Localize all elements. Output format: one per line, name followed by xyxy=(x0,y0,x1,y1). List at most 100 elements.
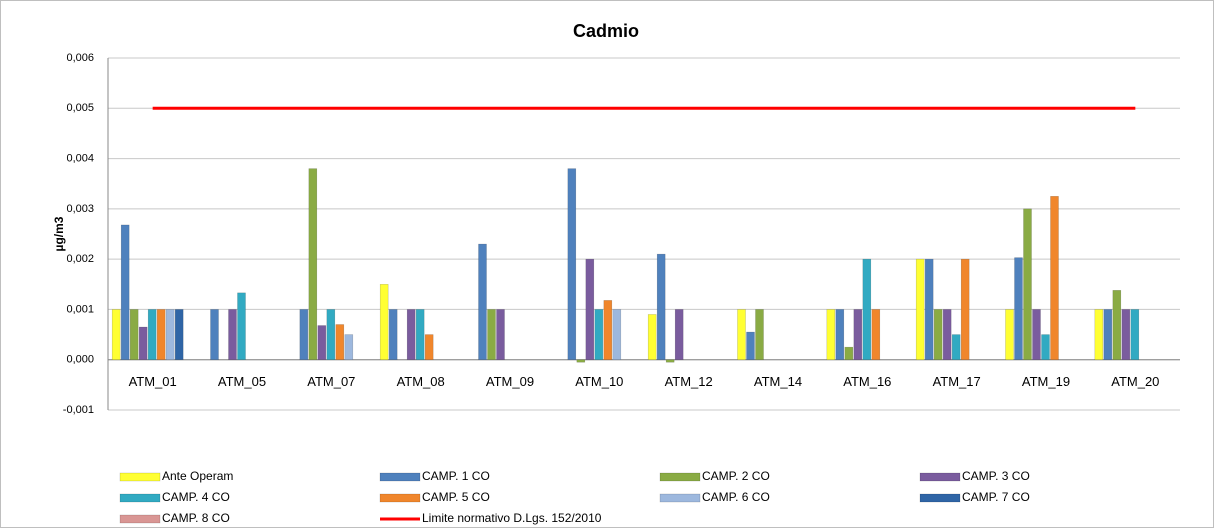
x-tick-label: ATM_01 xyxy=(129,374,177,389)
bar xyxy=(111,309,121,360)
bar xyxy=(228,309,237,360)
x-tick-label: ATM_19 xyxy=(1022,374,1070,389)
bar xyxy=(915,258,925,360)
bar xyxy=(576,359,586,363)
bar xyxy=(344,334,354,360)
bar xyxy=(647,314,657,360)
legend-label: Ante Operam xyxy=(162,469,233,483)
bar xyxy=(612,309,622,360)
bar xyxy=(379,284,389,360)
x-tick-label: ATM_09 xyxy=(486,374,534,389)
bar xyxy=(960,258,970,360)
legend-label: CAMP. 7 CO xyxy=(962,490,1030,504)
bar xyxy=(147,309,157,360)
x-tick-label: ATM_10 xyxy=(575,374,623,389)
bar xyxy=(415,309,425,360)
bar xyxy=(1130,309,1140,360)
bar xyxy=(129,309,139,360)
y-tick-label: 0,000 xyxy=(66,354,94,366)
chart-title: Cadmio xyxy=(573,21,639,41)
x-tick-label: ATM_07 xyxy=(307,374,355,389)
bar xyxy=(156,309,166,360)
legend-swatch xyxy=(379,493,421,503)
bar xyxy=(594,309,604,360)
x-tick-label: ATM_08 xyxy=(397,374,445,389)
bar xyxy=(942,309,952,360)
legend-swatch xyxy=(659,472,701,482)
y-tick-label: 0,004 xyxy=(66,152,94,164)
bar xyxy=(871,309,881,360)
bar xyxy=(567,168,577,360)
bar xyxy=(120,224,130,360)
bar xyxy=(933,309,943,360)
bar xyxy=(496,309,505,360)
y-axis-label: µg/m3 xyxy=(52,216,66,251)
bar xyxy=(674,309,684,360)
bar xyxy=(1014,257,1023,360)
bar xyxy=(317,325,327,360)
legend-swatch xyxy=(919,493,961,503)
legend-swatch xyxy=(119,514,161,524)
x-tick-label: ATM_20 xyxy=(1111,374,1159,389)
legend-label: CAMP. 3 CO xyxy=(962,469,1030,483)
bar xyxy=(165,309,175,360)
legend-swatch xyxy=(919,472,961,482)
bar xyxy=(1112,290,1122,360)
bar xyxy=(1005,309,1014,360)
bar xyxy=(335,324,345,360)
bar xyxy=(388,309,398,360)
legend-label: CAMP. 6 CO xyxy=(702,490,770,504)
bar xyxy=(844,346,854,360)
bar xyxy=(924,258,934,360)
x-tick-label: ATM_16 xyxy=(843,374,891,389)
bar xyxy=(1041,334,1050,360)
legend-label: CAMP. 2 CO xyxy=(702,469,770,483)
bar xyxy=(308,168,318,360)
bar xyxy=(656,253,666,360)
x-tick-label: ATM_12 xyxy=(665,374,713,389)
bar xyxy=(424,334,434,360)
bar xyxy=(1050,196,1059,360)
bar xyxy=(1121,309,1131,360)
bar xyxy=(585,258,595,360)
y-tick-label: 0,006 xyxy=(66,52,94,64)
bar xyxy=(746,331,755,360)
bar xyxy=(755,309,764,360)
y-tick-label: -0,001 xyxy=(63,404,94,416)
bar xyxy=(603,300,613,360)
bar xyxy=(237,292,246,360)
x-tick-label: ATM_17 xyxy=(933,374,981,389)
legend-label: CAMP. 1 CO xyxy=(422,469,490,483)
x-tick-label: ATM_05 xyxy=(218,374,266,389)
y-tick-label: 0,005 xyxy=(66,102,94,114)
legend-swatch xyxy=(659,493,701,503)
bar xyxy=(951,334,961,360)
x-tick-label: ATM_14 xyxy=(754,374,802,389)
legend-label: CAMP. 5 CO xyxy=(422,490,490,504)
bar xyxy=(138,326,148,360)
legend-label: Limite normativo D.Lgs. 152/2010 xyxy=(422,511,602,525)
bar xyxy=(174,309,184,360)
bar xyxy=(737,309,746,360)
y-tick-label: 0,002 xyxy=(66,253,94,265)
bar xyxy=(1032,309,1041,360)
bar xyxy=(1103,309,1113,360)
bar xyxy=(826,309,836,360)
bar xyxy=(1094,309,1104,360)
legend-label: CAMP. 8 CO xyxy=(162,511,230,525)
legend-swatch xyxy=(119,472,161,482)
bar xyxy=(210,309,219,360)
bar xyxy=(835,309,845,360)
bar xyxy=(326,309,336,360)
bar xyxy=(665,359,675,363)
legend-swatch xyxy=(379,472,421,482)
bar xyxy=(853,309,863,360)
bar xyxy=(299,309,309,360)
legend-swatch xyxy=(119,493,161,503)
bar xyxy=(478,243,487,360)
y-tick-label: 0,003 xyxy=(66,203,94,215)
bar xyxy=(487,309,496,360)
y-tick-label: 0,001 xyxy=(66,303,94,315)
